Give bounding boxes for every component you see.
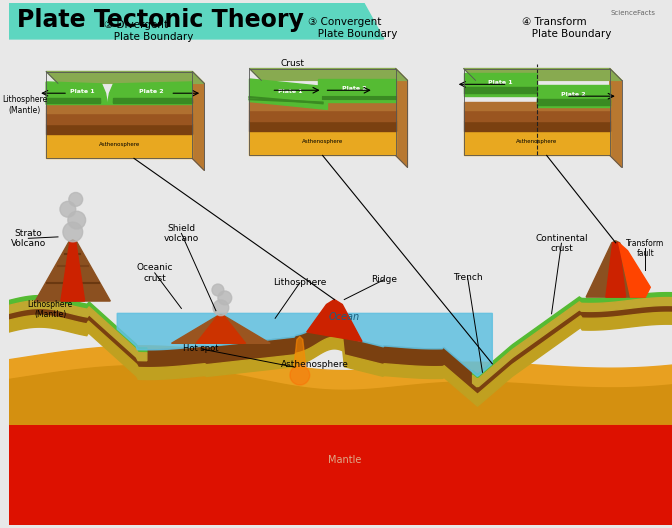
Polygon shape (9, 346, 672, 425)
Circle shape (213, 300, 228, 316)
Circle shape (69, 193, 83, 206)
Text: Shield
volcano: Shield volcano (164, 224, 199, 243)
Bar (46, 101, 99, 103)
Bar (249, 69, 396, 155)
Text: Plate 1: Plate 1 (488, 80, 513, 86)
Circle shape (68, 211, 85, 229)
Polygon shape (472, 293, 672, 379)
Text: Asthenosphere: Asthenosphere (516, 139, 557, 144)
Polygon shape (586, 241, 645, 297)
Polygon shape (610, 69, 622, 167)
Polygon shape (318, 79, 396, 101)
Polygon shape (61, 242, 85, 301)
Polygon shape (35, 240, 110, 301)
Bar (537, 101, 610, 103)
Polygon shape (9, 313, 672, 406)
Polygon shape (196, 316, 245, 343)
Text: Plate Tectonic Theory: Plate Tectonic Theory (17, 8, 303, 32)
Text: Plate 1: Plate 1 (278, 89, 302, 93)
Text: ③ Convergent
   Plate Boundary: ③ Convergent Plate Boundary (308, 17, 397, 39)
Text: Plate 2: Plate 2 (139, 89, 164, 94)
Polygon shape (464, 69, 622, 80)
Bar (46, 71, 192, 158)
Polygon shape (306, 299, 362, 342)
Polygon shape (249, 69, 407, 80)
Circle shape (60, 201, 76, 217)
Polygon shape (9, 397, 672, 525)
Text: ④ Transform
   Plate Boundary: ④ Transform Plate Boundary (522, 17, 612, 39)
Text: Asthenosphere: Asthenosphere (99, 142, 140, 147)
Polygon shape (294, 336, 306, 367)
Polygon shape (9, 296, 146, 353)
Bar (114, 98, 192, 100)
Bar (464, 121, 610, 131)
Circle shape (63, 222, 83, 242)
Bar (249, 131, 396, 155)
Text: Asthenosphere: Asthenosphere (302, 139, 343, 144)
Text: Lithosphere: Lithosphere (273, 278, 327, 287)
Bar (249, 121, 396, 131)
Bar (464, 69, 610, 155)
Bar (537, 103, 610, 105)
Bar (46, 134, 192, 158)
Polygon shape (249, 79, 327, 109)
Bar (46, 105, 192, 113)
Text: ScienceFacts: ScienceFacts (610, 10, 655, 16)
Text: Plate 1: Plate 1 (71, 89, 95, 94)
Bar (464, 131, 610, 155)
Text: Hot spot: Hot spot (183, 344, 219, 353)
Circle shape (218, 291, 232, 305)
Polygon shape (619, 243, 650, 297)
Polygon shape (9, 295, 672, 394)
Bar (464, 110, 610, 121)
Polygon shape (396, 69, 407, 167)
Polygon shape (171, 315, 270, 343)
Text: Crust: Crust (281, 59, 305, 68)
Bar (46, 124, 192, 134)
Polygon shape (464, 73, 537, 96)
Polygon shape (9, 3, 384, 39)
Text: Trench: Trench (453, 274, 482, 282)
Polygon shape (117, 313, 493, 376)
Bar (249, 110, 396, 121)
Bar (464, 92, 537, 93)
Bar (114, 101, 192, 103)
Text: Plate 2: Plate 2 (342, 86, 367, 91)
Polygon shape (9, 365, 672, 425)
Polygon shape (472, 298, 672, 386)
Text: Lithosphere
(Mantle): Lithosphere (Mantle) (2, 96, 47, 115)
Bar (46, 98, 99, 100)
Circle shape (290, 365, 310, 385)
Polygon shape (537, 85, 610, 108)
Text: ② Divergent
   Plate Boundary: ② Divergent Plate Boundary (104, 20, 194, 42)
Bar (464, 101, 610, 110)
Text: Asthenosphere: Asthenosphere (281, 360, 349, 369)
Bar (46, 100, 99, 102)
Circle shape (212, 284, 224, 296)
Text: Lithosphere
(Mantle): Lithosphere (Mantle) (28, 300, 73, 319)
Text: Continental
crust: Continental crust (535, 233, 588, 253)
Polygon shape (9, 300, 146, 361)
Text: Ridge: Ridge (371, 275, 396, 284)
Bar (464, 87, 537, 89)
Text: Ocean: Ocean (329, 312, 360, 322)
Bar (464, 90, 537, 91)
Polygon shape (606, 243, 626, 297)
Text: Strato
Volcano: Strato Volcano (11, 229, 46, 248)
Polygon shape (108, 82, 192, 105)
Bar (249, 101, 396, 110)
Bar (46, 113, 192, 124)
Polygon shape (46, 71, 204, 83)
Text: Oceanic
crust: Oceanic crust (136, 263, 173, 282)
Text: Transform
fault: Transform fault (626, 239, 665, 258)
Bar (9, 426, 672, 525)
Polygon shape (192, 71, 204, 170)
Text: Mantle: Mantle (327, 456, 361, 466)
Text: Plate 2: Plate 2 (561, 92, 585, 97)
Bar (537, 99, 610, 101)
Bar (114, 100, 192, 102)
Polygon shape (46, 82, 108, 105)
